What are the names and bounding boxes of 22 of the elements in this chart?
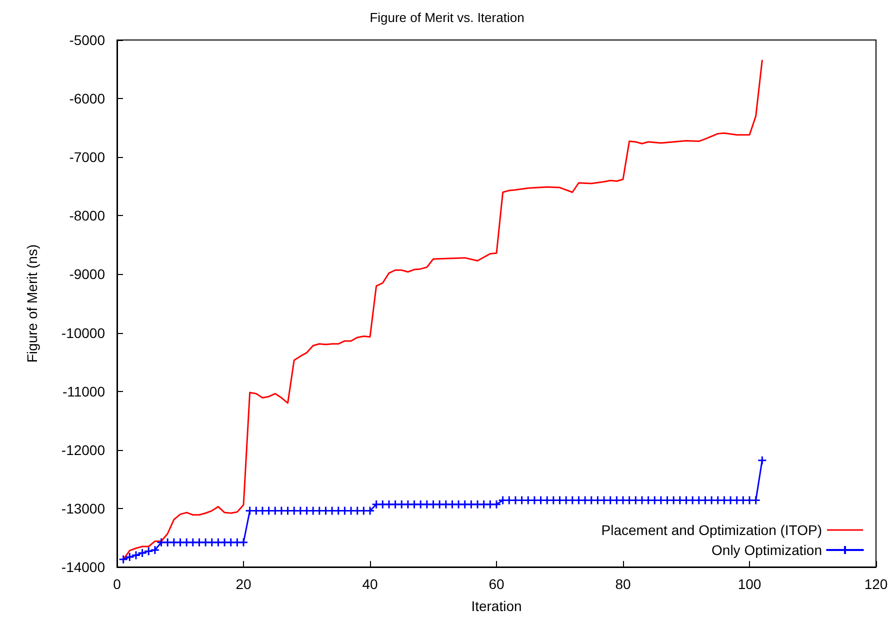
- y-tick-label: -9000: [69, 266, 106, 282]
- x-tick-label: 40: [362, 576, 378, 592]
- y-axis-title: Figure of Merit (ns): [24, 244, 40, 363]
- chart-title: Figure of Merit vs. Iteration: [370, 10, 524, 25]
- y-tick-label: -6000: [69, 90, 106, 107]
- x-tick-label: 60: [488, 576, 504, 592]
- legend-label: Placement and Optimization (ITOP): [601, 522, 822, 538]
- legend-label: Only Optimization: [712, 542, 822, 558]
- y-tick-label: -14000: [61, 559, 106, 575]
- y-tick-label: -8000: [69, 208, 106, 224]
- y-tick-label: -12000: [61, 442, 106, 458]
- y-tick-label: -5000: [69, 32, 106, 48]
- y-tick-label: -7000: [69, 149, 106, 166]
- x-axis-title: Iteration: [471, 598, 522, 614]
- x-tick-label: 80: [615, 576, 631, 592]
- y-tick-label: -11000: [62, 383, 106, 400]
- y-tick-label: -10000: [61, 324, 106, 341]
- x-tick-label: 120: [864, 576, 888, 592]
- x-tick-label: 0: [113, 576, 122, 592]
- x-tick-label: 20: [236, 576, 252, 592]
- y-tick-label: -13000: [61, 500, 106, 516]
- x-tick-label: 100: [738, 576, 762, 592]
